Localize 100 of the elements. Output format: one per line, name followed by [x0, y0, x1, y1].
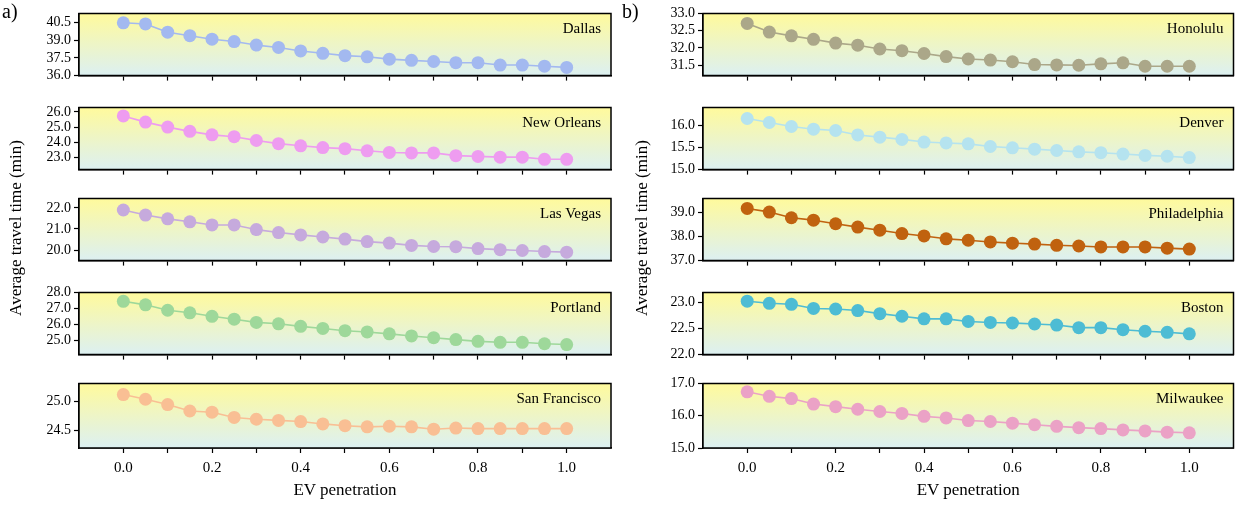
y-tick-label: 15.0	[670, 439, 695, 455]
point	[1182, 59, 1196, 73]
point	[917, 135, 931, 149]
point	[427, 331, 441, 345]
point	[784, 29, 798, 43]
point	[1138, 148, 1152, 162]
point	[762, 116, 776, 130]
point	[338, 142, 352, 156]
point	[983, 315, 997, 329]
point	[1094, 321, 1108, 335]
point	[116, 16, 130, 30]
x-tick-label: 0.4	[914, 458, 934, 475]
y-tick-label: 37.0	[670, 252, 695, 268]
point	[471, 149, 485, 163]
point	[515, 335, 529, 349]
point	[762, 389, 776, 403]
point	[316, 46, 330, 60]
point	[1094, 57, 1108, 71]
point	[895, 44, 909, 58]
point	[227, 312, 241, 326]
point	[784, 120, 798, 133]
point	[538, 152, 551, 166]
text: a)	[2, 0, 18, 23]
y-tick-label: 24.0	[46, 133, 71, 149]
point	[116, 388, 130, 402]
text: New Orleans	[522, 114, 602, 131]
point	[405, 329, 418, 343]
point	[1028, 237, 1042, 251]
point	[405, 53, 418, 67]
point	[961, 52, 975, 66]
y-tick-label: 15.5	[670, 139, 695, 155]
x-tick-label: 0.8	[1091, 458, 1111, 475]
point	[1182, 327, 1196, 341]
point	[784, 392, 798, 406]
chart-title: Milwaukee	[1156, 390, 1224, 407]
y-tick-label: 17.0	[670, 375, 695, 391]
point	[1005, 416, 1019, 430]
y-tick-label: 40.5	[46, 14, 71, 30]
y-tick-label: 16.0	[670, 407, 695, 423]
point	[1116, 423, 1130, 437]
point	[294, 415, 308, 429]
point	[762, 25, 776, 39]
point	[382, 52, 396, 66]
point	[205, 32, 219, 46]
point	[139, 115, 152, 129]
y-tick-label: 22.0	[670, 346, 695, 362]
y-tick-label: 16.0	[670, 116, 695, 132]
point	[449, 421, 463, 435]
point	[316, 230, 330, 244]
point	[427, 55, 441, 69]
point	[939, 50, 953, 64]
point	[895, 406, 909, 420]
point	[961, 137, 975, 151]
point	[449, 240, 463, 254]
text: Boston	[1180, 299, 1224, 316]
point	[939, 136, 953, 150]
point	[249, 133, 263, 147]
point	[515, 243, 529, 257]
point	[360, 50, 374, 64]
point	[1160, 59, 1174, 73]
y-tick-label: 26.0	[46, 315, 71, 331]
point	[1072, 321, 1086, 335]
point	[183, 306, 197, 320]
y-tick-label: 38.0	[670, 228, 695, 244]
point	[427, 146, 441, 160]
point	[1050, 238, 1064, 252]
point	[161, 398, 175, 412]
point	[249, 315, 263, 329]
point	[851, 220, 865, 234]
point	[471, 242, 485, 256]
point	[161, 120, 175, 134]
y-tick-label: 20.0	[46, 241, 71, 257]
point	[382, 236, 396, 250]
point	[183, 29, 197, 43]
text: Dallas	[562, 20, 602, 37]
point	[1072, 145, 1086, 159]
point	[205, 309, 219, 323]
point	[851, 38, 865, 52]
point	[382, 419, 396, 433]
point	[1050, 419, 1064, 433]
point	[851, 128, 865, 142]
point	[183, 215, 197, 229]
y-tick-label: 28.0	[46, 284, 71, 300]
point	[1182, 242, 1196, 256]
point	[1028, 317, 1042, 331]
point	[139, 298, 152, 312]
y-tick-label: 23.0	[46, 149, 71, 165]
point	[382, 327, 396, 341]
point	[939, 411, 953, 425]
point	[294, 44, 308, 58]
point	[405, 146, 418, 160]
point	[183, 124, 197, 138]
point	[762, 296, 776, 310]
point	[538, 337, 551, 351]
x-tick-label: 0.0	[737, 458, 757, 475]
point	[1138, 324, 1152, 338]
y-tick-label: 26.0	[46, 103, 71, 119]
point	[560, 152, 574, 166]
point	[294, 228, 308, 242]
point	[560, 338, 574, 352]
